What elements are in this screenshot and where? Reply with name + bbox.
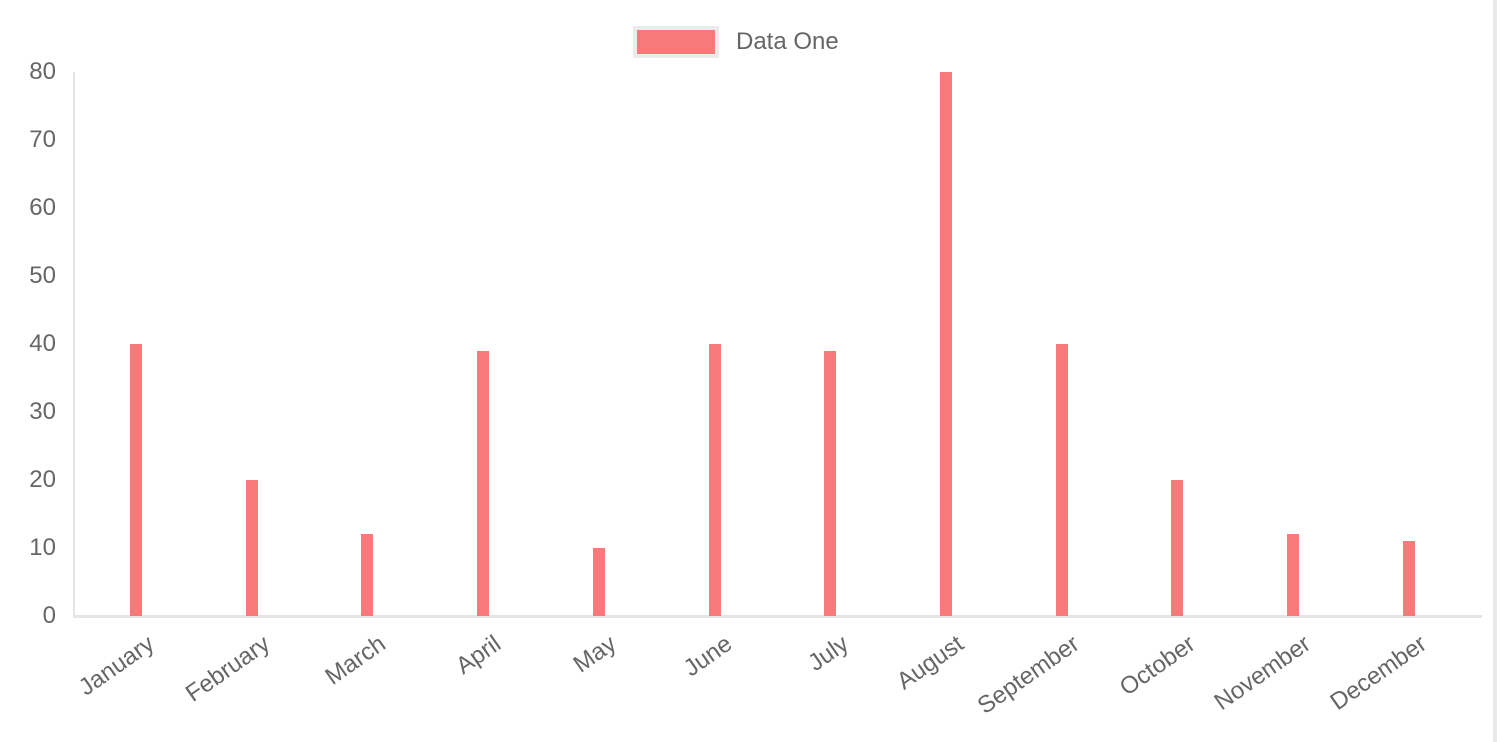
y-tick-label-30: 30: [29, 398, 56, 425]
legend-label: Data One: [736, 28, 839, 55]
legend-item-data-one[interactable]: Data One: [633, 26, 839, 58]
x-tick-label-august: August: [892, 630, 969, 696]
y-tick-label-60: 60: [29, 194, 56, 221]
bar-june[interactable]: [708, 344, 721, 616]
y-tick-label-70: 70: [29, 126, 56, 153]
legend-swatch: [633, 26, 719, 58]
bar-november[interactable]: [1287, 534, 1299, 616]
y-axis-line: [73, 72, 75, 616]
x-axis-line: [73, 615, 1482, 618]
x-tick-label-september: September: [972, 630, 1085, 720]
x-tick-label-july: July: [802, 630, 854, 677]
bar-july[interactable]: [824, 350, 837, 616]
x-tick-label-february: February: [180, 630, 275, 708]
x-tick-label-march: March: [320, 630, 391, 691]
bar-march[interactable]: [361, 534, 374, 616]
bar-august[interactable]: [939, 72, 952, 616]
y-tick-label-40: 40: [29, 330, 56, 357]
x-tick-label-january: January: [73, 630, 159, 702]
x-tick-label-may: May: [569, 630, 622, 679]
y-tick-label-80: 80: [29, 58, 56, 85]
bar-october[interactable]: [1171, 480, 1184, 616]
x-tick-label-june: June: [679, 630, 738, 683]
bar-december[interactable]: [1402, 541, 1415, 616]
bar-september[interactable]: [1055, 344, 1068, 616]
vertical-scrollbar[interactable]: [1493, 0, 1497, 742]
y-tick-label-50: 50: [29, 262, 56, 289]
bar-february[interactable]: [245, 480, 258, 616]
x-tick-label-april: April: [451, 630, 507, 680]
x-tick-label-december: December: [1325, 630, 1432, 716]
x-tick-label-november: November: [1209, 630, 1316, 716]
bar-may[interactable]: [592, 548, 605, 616]
y-tick-label-0: 0: [42, 602, 56, 629]
y-tick-label-20: 20: [29, 466, 56, 493]
y-tick-label-10: 10: [29, 534, 56, 561]
x-tick-label-october: October: [1114, 630, 1201, 702]
bar-january[interactable]: [130, 344, 142, 616]
bar-april[interactable]: [477, 350, 490, 616]
